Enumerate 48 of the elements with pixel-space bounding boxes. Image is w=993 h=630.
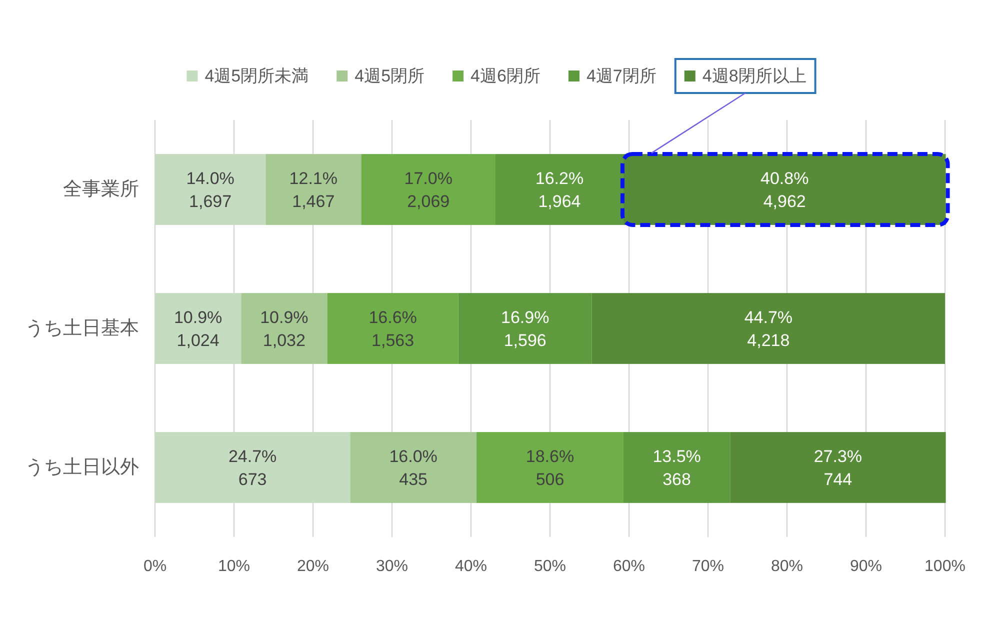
x-tick-label: 20% — [296, 558, 330, 575]
bar — [476, 432, 624, 503]
x-tick-label: 40% — [454, 558, 488, 575]
data-label: 24.7% 673 — [228, 446, 277, 488]
x-tick-label: 70% — [692, 558, 724, 575]
x-tick-label: 60% — [612, 558, 646, 575]
data-label: 16.0% 435 — [389, 446, 438, 488]
data-label: 16.2% 1,964 — [535, 168, 584, 210]
data-label: 10.9% 1,032 — [260, 308, 308, 350]
bar — [155, 293, 242, 364]
bar — [155, 154, 266, 225]
data-label: 18.6% 506 — [526, 446, 574, 488]
x-tick-label: 30% — [376, 558, 408, 575]
legend-label: 4週7閉所 — [586, 66, 656, 86]
y-tick-label: うち土日基本 — [25, 318, 139, 339]
data-label: 10.9% 1,024 — [174, 308, 222, 350]
y-tick-label: 全事業所 — [63, 179, 139, 200]
bar — [730, 432, 946, 503]
legend-label: 4週8閉所以上 — [702, 66, 806, 86]
bar — [155, 432, 350, 503]
legend-label: 4週5閉所 — [354, 66, 425, 86]
data-label: 16.6% 1,563 — [368, 308, 417, 350]
x-tick-label: 10% — [218, 558, 250, 575]
bar — [327, 293, 458, 364]
data-label: 14.0% 1,697 — [186, 168, 234, 210]
x-tick-label: 80% — [770, 558, 804, 575]
data-label: 16.9% 1,596 — [501, 308, 550, 350]
y-tick-label: うち土日以外 — [25, 457, 139, 478]
x-tick-label: 50% — [534, 558, 566, 575]
bar — [361, 154, 496, 225]
bar — [592, 293, 945, 364]
bar — [350, 432, 477, 503]
x-tick-label: 90% — [850, 558, 882, 575]
data-label: 40.8% 4,962 — [760, 168, 809, 210]
x-tick-label: 0% — [143, 558, 167, 575]
bar — [266, 154, 362, 225]
bar — [623, 432, 730, 503]
bar — [241, 293, 328, 364]
legend-label: 4週6閉所 — [470, 66, 540, 86]
x-tick-label: 100% — [924, 558, 966, 575]
data-label: 12.1% 1,467 — [289, 168, 338, 210]
legend-label: 4週5閉所未満 — [204, 66, 309, 86]
data-label: 44.7% 4,218 — [744, 308, 793, 350]
data-label: 27.3% 744 — [814, 446, 862, 488]
data-label: 13.5% 368 — [652, 446, 701, 488]
bar — [495, 154, 624, 225]
bar — [458, 293, 592, 364]
data-label: 17.0% 2,069 — [404, 168, 452, 210]
